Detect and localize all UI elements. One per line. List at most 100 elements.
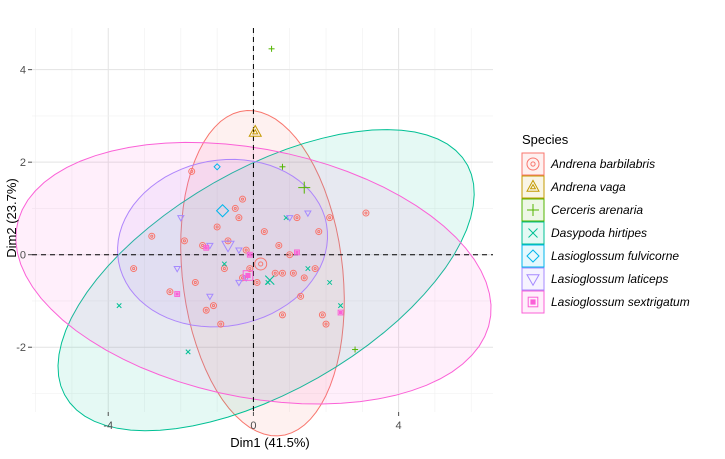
legend-label: Dasypoda hirtipes	[551, 226, 647, 240]
ellipse	[180, 109, 345, 437]
data-point	[116, 302, 122, 309]
data-point	[239, 195, 247, 203]
y-axis-ticks: -2 0 2 4	[16, 65, 32, 354]
legend-symbol	[527, 204, 539, 216]
data-point	[206, 293, 214, 301]
centroid-point	[254, 257, 268, 271]
data-point	[185, 349, 191, 355]
data-point	[148, 232, 156, 240]
legend: Andrena barbilabris Andrena vaga Cerceris …	[521, 152, 690, 314]
data-point	[337, 309, 344, 316]
centroid-point	[242, 270, 254, 281]
data-point	[235, 247, 243, 255]
centroid-point	[248, 124, 263, 137]
legend-item: Cerceris arenaria	[521, 198, 643, 222]
legend-key	[521, 267, 545, 291]
data-point	[362, 209, 370, 217]
y-tick-label: -2	[16, 342, 26, 354]
legend-title: Species	[522, 132, 569, 147]
data-point	[235, 279, 243, 287]
data-point	[271, 269, 279, 277]
data-points	[116, 45, 370, 355]
data-point	[221, 261, 227, 267]
data-point	[326, 214, 334, 222]
centroid-point	[298, 181, 311, 194]
centroid-point	[221, 240, 235, 253]
data-point	[268, 45, 275, 52]
data-point	[278, 269, 286, 277]
data-point	[235, 214, 243, 222]
data-point	[246, 265, 254, 273]
legend-symbol	[528, 228, 538, 238]
data-point	[188, 167, 196, 175]
reference-lines	[32, 28, 493, 412]
legend-label: Andrena barbilabris	[550, 157, 655, 171]
data-point	[209, 302, 217, 310]
data-point	[289, 269, 297, 277]
data-point	[294, 249, 300, 256]
x-tick-label: 4	[396, 420, 402, 432]
data-point	[300, 274, 308, 282]
data-point	[352, 346, 359, 353]
data-point	[242, 246, 250, 254]
data-point	[166, 288, 174, 296]
data-point	[297, 292, 305, 300]
data-point	[231, 204, 239, 212]
data-point	[279, 163, 286, 170]
x-tick-label: -4	[103, 420, 113, 432]
grid	[32, 28, 493, 412]
data-point	[305, 265, 311, 272]
data-point	[191, 278, 199, 286]
legend-label: Lasioglossum sextrigatum	[551, 295, 690, 309]
data-point	[304, 210, 312, 218]
legend-label: Andrena vaga	[550, 180, 626, 194]
legend-key	[521, 152, 545, 176]
data-point	[293, 214, 301, 222]
data-point	[327, 279, 333, 286]
legend-label: Lasioglossum fulvicorne	[551, 249, 679, 263]
y-axis-title: Dim2 (23.7%)	[4, 178, 19, 257]
data-point	[220, 265, 228, 273]
legend-item: Andrena vaga	[521, 175, 626, 199]
data-point	[176, 215, 185, 222]
data-point	[337, 302, 344, 309]
legend-key	[521, 175, 545, 199]
legend-item: Lasioglossum laticeps	[521, 267, 668, 291]
y-tick-label: 2	[20, 157, 26, 169]
legend-symbol	[527, 296, 539, 308]
legend-symbol	[526, 274, 540, 287]
data-point	[253, 278, 261, 286]
y-tick-label: 4	[20, 65, 26, 77]
data-point	[213, 223, 221, 231]
legend-key	[521, 244, 545, 268]
data-point	[174, 291, 181, 297]
data-point	[311, 265, 319, 273]
x-axis-title: Dim1 (41.5%)	[230, 435, 309, 450]
legend-item: Lasioglossum sextrigatum	[521, 290, 690, 314]
data-point	[322, 320, 330, 328]
data-point	[203, 244, 210, 251]
legend-symbol	[526, 157, 540, 171]
x-axis-ticks: -4 0 4	[103, 412, 402, 432]
x-tick-label: 0	[250, 420, 256, 432]
data-point	[213, 163, 221, 171]
legend-symbol	[526, 179, 540, 192]
legend-label: Cerceris arenaria	[551, 203, 643, 217]
y-tick-label: 0	[20, 250, 26, 262]
legend-label: Lasioglossum laticeps	[551, 272, 668, 286]
data-point	[285, 215, 294, 222]
legend-item: Dasypoda hirtipes	[521, 221, 647, 245]
data-point	[286, 251, 294, 259]
centroid-point	[264, 275, 275, 285]
data-point	[217, 320, 225, 328]
data-point	[202, 306, 210, 314]
legend-item: Andrena barbilabris	[521, 152, 655, 176]
centroid-point	[215, 204, 230, 218]
legend-item: Lasioglossum fulvicorne	[521, 244, 679, 268]
data-point	[278, 311, 286, 319]
data-point	[275, 241, 283, 249]
data-point	[318, 311, 326, 319]
data-point	[246, 251, 253, 258]
data-point	[260, 228, 268, 236]
